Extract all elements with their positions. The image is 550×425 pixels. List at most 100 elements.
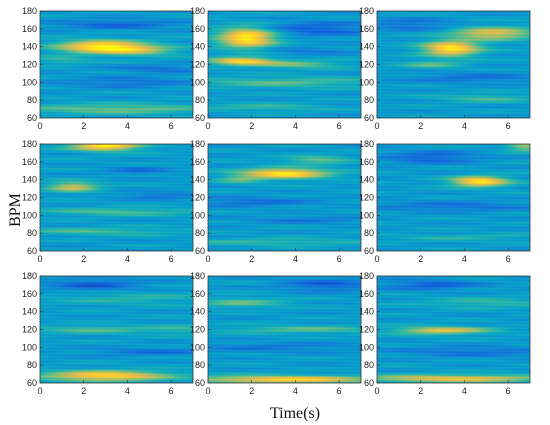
x-tick-label: 6 — [506, 254, 511, 264]
y-tick-label: 120 — [190, 325, 205, 335]
y-tick-label: 180 — [190, 6, 205, 16]
heatmap-image — [40, 144, 193, 251]
y-tick-label: 160 — [190, 24, 205, 34]
y-tick-label: 80 — [27, 228, 37, 238]
x-tick-label: 0 — [205, 121, 210, 131]
x-tick-label: 0 — [374, 121, 379, 131]
y-tick-label: 80 — [27, 95, 37, 105]
x-tick-label: 2 — [249, 386, 254, 396]
y-tick-label: 100 — [22, 210, 37, 220]
x-tick-label: 6 — [337, 254, 342, 264]
y-tick-label: 140 — [190, 175, 205, 185]
y-tick-label: 120 — [190, 193, 205, 203]
x-tick-label: 0 — [205, 254, 210, 264]
y-tick-label: 140 — [22, 175, 37, 185]
x-tick-label: 6 — [169, 121, 174, 131]
y-tick-label: 60 — [364, 378, 374, 388]
y-tick-label: 140 — [22, 307, 37, 317]
x-tick-label: 0 — [205, 386, 210, 396]
y-tick-label: 60 — [364, 246, 374, 256]
y-tick-label: 80 — [364, 360, 374, 370]
y-tick-label: 160 — [22, 157, 37, 167]
heatmap-panel-2: 60 80 100 120 140 160 180 0 2 4 6 — [190, 6, 362, 131]
y-tick-label: 140 — [22, 42, 37, 52]
heatmap-image — [208, 144, 361, 251]
heatmap-panel-9: 60 80 100 120 140 160 180 0 2 4 6 — [359, 271, 531, 396]
x-tick-label: 0 — [374, 254, 379, 264]
x-tick-label: 4 — [293, 254, 298, 264]
y-tick-label: 180 — [22, 271, 37, 281]
x-tick-label: 6 — [337, 386, 342, 396]
x-tick-label: 2 — [249, 254, 254, 264]
y-tick-label: 180 — [22, 6, 37, 16]
y-tick-label: 120 — [22, 60, 37, 70]
heatmap-image — [208, 276, 361, 383]
y-tick-label: 100 — [359, 77, 374, 87]
heatmap-image — [377, 144, 530, 251]
x-tick-label: 4 — [293, 121, 298, 131]
y-tick-label: 180 — [190, 139, 205, 149]
y-tick-label: 120 — [22, 325, 37, 335]
y-tick-label: 80 — [27, 360, 37, 370]
heatmap-panel-8: 60 80 100 120 140 160 180 0 2 4 6 — [190, 271, 362, 396]
x-tick-label: 2 — [418, 386, 423, 396]
y-tick-label: 60 — [27, 246, 37, 256]
heatmap-panel-6: 60 80 100 120 140 160 180 0 2 4 6 — [359, 139, 531, 264]
x-tick-label: 2 — [81, 121, 86, 131]
y-tick-label: 80 — [195, 95, 205, 105]
y-tick-label: 180 — [359, 139, 374, 149]
y-tick-label: 100 — [359, 210, 374, 220]
y-tick-label: 120 — [22, 193, 37, 203]
x-tick-label: 4 — [462, 121, 467, 131]
y-tick-label: 80 — [195, 228, 205, 238]
y-tick-label: 100 — [190, 77, 205, 87]
y-tick-label: 60 — [195, 246, 205, 256]
y-tick-label: 80 — [364, 95, 374, 105]
x-tick-label: 2 — [81, 254, 86, 264]
y-tick-label: 100 — [190, 210, 205, 220]
y-tick-label: 180 — [190, 271, 205, 281]
x-tick-label: 4 — [462, 386, 467, 396]
y-tick-label: 120 — [359, 325, 374, 335]
heatmap-image — [40, 276, 193, 383]
x-tick-label: 2 — [249, 121, 254, 131]
x-tick-label: 4 — [125, 386, 130, 396]
y-tick-label: 60 — [27, 378, 37, 388]
y-tick-label: 100 — [359, 342, 374, 352]
x-tick-label: 0 — [37, 386, 42, 396]
y-tick-label: 140 — [359, 175, 374, 185]
heatmap-image — [208, 11, 361, 118]
y-tick-label: 100 — [190, 342, 205, 352]
y-tick-label: 120 — [359, 60, 374, 70]
x-tick-label: 2 — [81, 386, 86, 396]
y-tick-label: 160 — [22, 289, 37, 299]
y-tick-label: 100 — [22, 342, 37, 352]
y-tick-label: 160 — [190, 157, 205, 167]
x-tick-label: 6 — [337, 121, 342, 131]
y-tick-label: 120 — [359, 193, 374, 203]
heatmap-panel-7: 60 80 100 120 140 160 180 0 2 4 6 — [22, 271, 194, 396]
x-tick-label: 4 — [293, 386, 298, 396]
x-tick-label: 0 — [374, 386, 379, 396]
x-axis-label: Time(s) — [270, 405, 320, 422]
x-tick-label: 0 — [37, 254, 42, 264]
y-tick-label: 180 — [359, 271, 374, 281]
y-tick-label: 140 — [359, 307, 374, 317]
heatmap-panel-3: 60 80 100 120 140 160 180 0 2 4 6 — [359, 6, 531, 131]
y-tick-label: 160 — [359, 24, 374, 34]
heatmap-image — [40, 11, 193, 118]
x-tick-label: 6 — [169, 386, 174, 396]
y-tick-label: 140 — [359, 42, 374, 52]
x-tick-label: 6 — [506, 386, 511, 396]
y-tick-label: 80 — [195, 360, 205, 370]
y-tick-label: 160 — [190, 289, 205, 299]
y-tick-label: 60 — [27, 113, 37, 123]
y-tick-label: 160 — [359, 289, 374, 299]
x-tick-label: 4 — [462, 254, 467, 264]
y-tick-label: 180 — [22, 139, 37, 149]
heatmap-image — [377, 276, 530, 383]
y-tick-label: 140 — [190, 307, 205, 317]
x-tick-label: 2 — [418, 121, 423, 131]
y-axis-label: BPM — [7, 193, 24, 227]
